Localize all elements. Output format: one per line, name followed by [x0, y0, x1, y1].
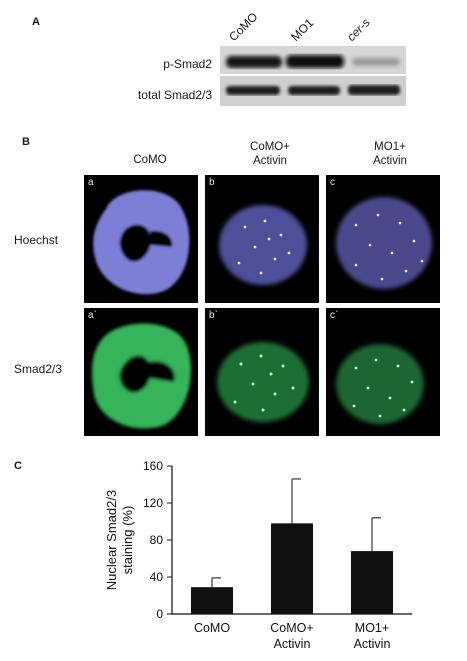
column-header-mo1-activin-line2: Activin	[373, 155, 407, 167]
column-header-como-activin: CoMO+ Activin	[210, 140, 330, 168]
y-axis-label: staining (%)	[120, 506, 135, 575]
panel-b-letter: B	[22, 136, 30, 148]
category-label: CoMO	[194, 621, 230, 635]
category-label: CoMO+	[270, 621, 313, 635]
panel-c-letter: C	[14, 460, 22, 472]
tile-label: c`	[330, 310, 339, 321]
lane-label-como: CoMO	[226, 9, 261, 45]
tile-label: b`	[209, 310, 218, 321]
y-axis-label: Nuclear Smad2/3	[104, 490, 119, 590]
row-header-hoechst: Hoechst	[14, 233, 59, 247]
column-header-como-activin-line2: Activin	[253, 155, 287, 167]
micrograph-smad-mo1-activin: c`	[326, 308, 440, 436]
column-header-mo1-activin: MO1+ Activin	[330, 140, 450, 168]
category-label: Activin	[354, 637, 391, 651]
micrograph-smad-como: a`	[84, 308, 198, 436]
western-blot-image	[220, 46, 406, 106]
micrograph-hoechst-mo1-activin: c	[326, 175, 440, 303]
tile-label: a	[88, 177, 94, 188]
column-header-como-line1: CoMO	[133, 154, 167, 166]
y-tick-label: 40	[150, 570, 164, 584]
bar	[351, 551, 393, 614]
bar	[191, 587, 233, 614]
y-tick-label: 80	[150, 533, 164, 547]
column-header-como: CoMO	[90, 153, 210, 167]
blot-label-p-smad2: p-Smad2	[163, 57, 212, 71]
bar	[271, 523, 313, 614]
column-header-mo1-activin-line1: MO1+	[374, 141, 406, 153]
category-label: Activin	[274, 637, 311, 651]
column-header-como-activin-line1: CoMO+	[250, 141, 290, 153]
micrograph-smad-como-activin: b`	[205, 308, 319, 436]
panel-a-letter: A	[32, 16, 40, 28]
y-tick-label: 120	[143, 496, 163, 510]
blot-label-total-smad: total Smad2/3	[137, 88, 212, 102]
bar-chart: 0 40 80 120 160 Nuclear Smad2/3 staining (%) Co…	[104, 459, 412, 651]
category-label: MO1+	[355, 621, 389, 635]
micrograph-hoechst-como: a	[84, 175, 198, 303]
y-tick-label: 160	[143, 459, 163, 473]
tile-label: c	[330, 177, 335, 188]
lane-label-cer-s: cer-s	[344, 15, 373, 44]
tile-label: b	[209, 177, 215, 188]
micrograph-hoechst-como-activin: b	[205, 175, 319, 303]
row-header-smad: Smad2/3	[14, 362, 63, 376]
lane-label-mo1: MO1	[288, 15, 317, 44]
y-tick-label: 0	[156, 607, 163, 621]
tile-label: a`	[88, 310, 97, 321]
